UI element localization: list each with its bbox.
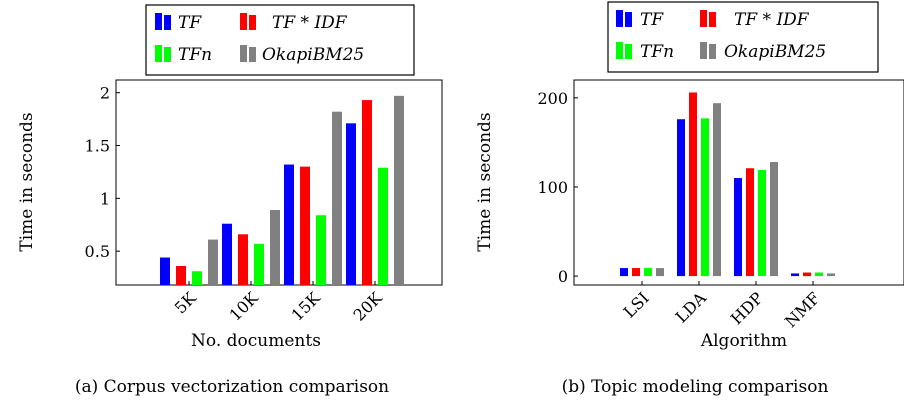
y-tick-label: 1 <box>100 189 110 208</box>
legend-swatch <box>249 15 256 30</box>
bar-20k-tfn <box>378 167 388 285</box>
bar-10k-okapibm25 <box>270 209 280 285</box>
legend-swatch <box>164 47 171 62</box>
bar-10k-tf <box>222 223 232 285</box>
bar-15k-tfn <box>316 215 326 285</box>
bar-20k-tf-idf <box>362 100 372 285</box>
bar-hdp-okapibm25 <box>770 162 778 277</box>
legend-swatch <box>240 13 247 30</box>
bar-lsi-okapibm25 <box>656 268 664 277</box>
y-axis-label: Time in seconds <box>475 112 495 251</box>
bar-lsi-tf <box>620 268 628 277</box>
plot-frame <box>573 79 904 286</box>
bars <box>160 95 404 286</box>
bar-15k-okapibm25 <box>332 111 342 285</box>
legend-swatch <box>709 12 716 27</box>
legend-entry-tf: TF <box>155 13 202 33</box>
bar-5k-tfn <box>192 271 202 285</box>
bar-20k-okapibm25 <box>394 95 404 285</box>
legend-swatch <box>625 12 632 27</box>
bar-5k-okapibm25 <box>208 239 218 285</box>
bar-5k-tf-idf <box>176 265 186 285</box>
bar-nmf-tf-idf <box>803 272 811 277</box>
legend-swatch <box>155 45 162 62</box>
bar-hdp-tf <box>734 178 742 277</box>
bar-lda-tf-idf <box>689 92 697 277</box>
x-tick-label: 20K <box>350 288 387 325</box>
legend-label: OkapiBM25 <box>724 42 826 62</box>
x-tick-label: 15K <box>288 288 325 325</box>
x-axis-label: Algorithm <box>700 331 787 351</box>
y-tick-label: 2 <box>100 84 110 103</box>
legend-swatch <box>700 10 707 27</box>
y-tick-label: 0 <box>558 267 568 286</box>
legend-swatch <box>616 10 623 27</box>
legend-swatch <box>249 47 256 62</box>
chart-corpus-vectorization: TF TF * IDF TFn OkapiBM25 0.5 1 1.5 2 5K 10K… <box>17 4 443 397</box>
y-tick-label: 100 <box>537 178 568 197</box>
bar-lsi-tfn <box>644 268 652 277</box>
y-ticks: 0.5 1 1.5 2 <box>85 84 120 261</box>
legend-swatch <box>616 42 623 59</box>
figure-caption: (b) Topic modeling comparison <box>562 377 829 397</box>
legend-swatch <box>240 45 247 62</box>
bar-lda-tf <box>677 119 685 277</box>
bar-hdp-tf-idf <box>746 168 754 277</box>
bar-nmf-tfn <box>815 272 823 277</box>
legend-label: TFn <box>640 42 674 62</box>
legend-swatch <box>709 44 716 59</box>
legend-label: OkapiBM25 <box>262 45 364 65</box>
x-axis-label: No. documents <box>191 331 321 351</box>
figure-caption: (a) Corpus vectorization comparison <box>75 377 389 397</box>
legend-entry-tf: TF <box>616 10 664 30</box>
legend-entry-tfn: TFn <box>155 45 212 65</box>
y-axis-label: Time in seconds <box>17 112 37 251</box>
bar-nmf-okapibm25 <box>827 273 835 277</box>
legend-entry-okapi: OkapiBM25 <box>240 45 364 65</box>
bar-5k-tf <box>160 257 170 285</box>
legend-swatch <box>700 42 707 59</box>
legend-label: TF <box>640 10 664 30</box>
bar-lsi-tf-idf <box>632 268 640 277</box>
bar-15k-tf <box>284 164 294 285</box>
legend-box <box>145 4 415 76</box>
legend-entry-tf-idf: TF * IDF <box>240 13 348 33</box>
x-tick-label: HDP <box>727 288 767 328</box>
legend-entry-tf-idf: TF * IDF <box>700 10 810 30</box>
legend-swatch <box>155 13 162 30</box>
x-ticks: 5K 10K 15K 20K <box>171 281 387 325</box>
y-ticks: 0 100 200 <box>537 89 578 286</box>
legend-swatch <box>625 44 632 59</box>
bar-15k-tf-idf <box>300 166 310 285</box>
legend-label: TFn <box>178 45 212 65</box>
legend-box <box>607 1 879 73</box>
legend-entry-okapi: OkapiBM25 <box>700 42 826 62</box>
legend-entry-tfn: TFn <box>616 42 674 62</box>
bar-20k-tf <box>346 123 356 286</box>
x-tick-label: 5K <box>171 288 201 318</box>
bars <box>620 92 835 277</box>
y-tick-label: 200 <box>537 89 568 108</box>
legend-label: TF * IDF <box>734 10 810 30</box>
x-tick-label: LSI <box>620 288 653 321</box>
bar-nmf-tf <box>791 273 799 277</box>
bar-lda-okapibm25 <box>713 103 721 277</box>
bar-10k-tfn <box>254 243 264 285</box>
y-tick-label: 0.5 <box>85 242 110 261</box>
x-tick-label: NMF <box>781 288 824 331</box>
chart-topic-modeling: TF TF * IDF TFn OkapiBM25 0 100 200 LSI LDA… <box>475 1 904 397</box>
legend: TF TF * IDF TFn OkapiBM25 <box>607 1 879 73</box>
legend-label: TF * IDF <box>272 13 348 33</box>
bar-10k-tf-idf <box>238 234 248 285</box>
legend-swatch <box>164 15 171 30</box>
bar-lda-tfn <box>701 118 709 277</box>
legend-label: TF <box>178 13 202 33</box>
x-tick-label: 10K <box>226 288 263 325</box>
x-tick-label: LDA <box>672 288 711 327</box>
bar-hdp-tfn <box>758 170 766 277</box>
legend: TF TF * IDF TFn OkapiBM25 <box>145 4 415 76</box>
y-tick-label: 1.5 <box>85 137 110 156</box>
x-ticks: LSI LDA HDP NMF <box>620 281 824 331</box>
